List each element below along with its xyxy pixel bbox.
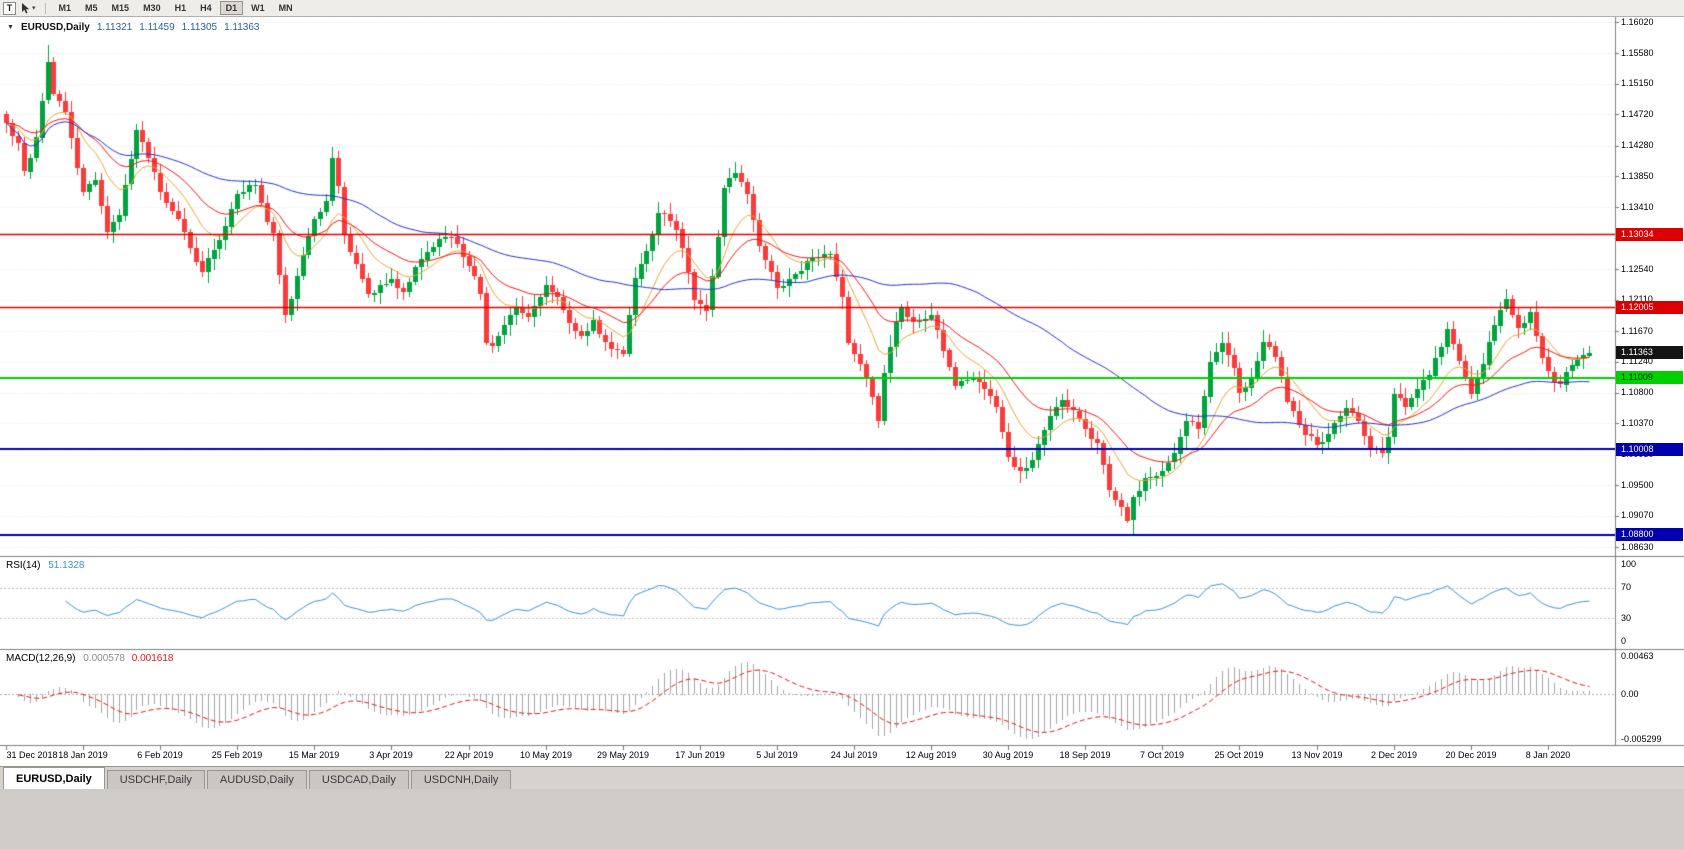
date-label: 31 Dec 2018	[6, 750, 58, 760]
price-level-badge: 1.08800	[1616, 528, 1683, 541]
date-label: 20 Dec 2019	[1445, 750, 1497, 760]
timeframe-d1[interactable]: D1	[219, 1, 244, 15]
cursor-icon	[22, 2, 30, 13]
timeframe-w1[interactable]: W1	[245, 1, 271, 15]
tab-usdcnh-daily[interactable]: USDCNH,Daily	[410, 770, 512, 789]
close-value: 1.11363	[224, 22, 260, 33]
timeframe-m15[interactable]: M15	[106, 1, 136, 15]
price-level-badge: 1.10008	[1616, 443, 1683, 456]
date-label: 6 Feb 2019	[137, 750, 183, 760]
timeframe-h4[interactable]: H4	[194, 1, 218, 15]
macd-indicator-label: MACD(12,26,9) 0.000578 0.001618	[6, 653, 173, 664]
date-label: 3 Apr 2019	[369, 750, 413, 760]
date-label: 22 Apr 2019	[444, 750, 494, 760]
symbol-tab-bar: EURUSD,Daily USDCHF,Daily AUDUSD,Daily USDC…	[0, 766, 1684, 789]
open-value: 1.11321	[96, 22, 133, 33]
date-label: 12 Aug 2019	[905, 750, 957, 760]
toolbar-separator	[44, 2, 46, 14]
chevron-down-icon: ▾	[32, 5, 36, 12]
price-tick-label: 1.13410	[1621, 201, 1654, 212]
rsi-value: 51.1328	[48, 560, 85, 571]
price-tick-label: 1.11670	[1621, 325, 1653, 336]
tab-usdcad-daily[interactable]: USDCAD,Daily	[308, 770, 409, 789]
price-tick-label: 1.13850	[1621, 170, 1654, 181]
price-tick-label: 1.16020	[1621, 16, 1654, 27]
rsi-indicator-label: RSI(14) 51.1328	[6, 560, 84, 571]
date-label: 30 Aug 2019	[982, 750, 1034, 760]
date-label: 18 Jan 2019	[58, 750, 108, 760]
price-tick-label: 1.14720	[1621, 108, 1654, 119]
price-tick-label: 1.15150	[1621, 78, 1654, 89]
crosshair-tool-button[interactable]: ▾	[19, 2, 38, 15]
current-price-badge: 1.11363	[1616, 346, 1683, 359]
macd-axis-label: -0.005299	[1621, 733, 1662, 744]
timeframe-m1[interactable]: M1	[53, 1, 78, 15]
macd-name: MACD(12,26,9)	[6, 653, 76, 664]
price-tick-label: 1.09070	[1621, 510, 1654, 521]
high-value: 1.11459	[139, 22, 175, 33]
chart-title: ▼ EURUSD,Daily 1.11321 1.11459 1.11305 1…	[7, 22, 259, 33]
toolbar: T ▾ M1 M5 M15 M30 H1 H4 D1 W1 MN	[0, 0, 1684, 17]
symbol-period-label: EURUSD,Daily	[20, 22, 90, 33]
date-label: 7 Oct 2019	[1139, 750, 1185, 760]
date-label: 24 Jul 2019	[830, 750, 878, 760]
text-tool-button[interactable]: T	[3, 1, 16, 15]
price-tick-label: 1.10800	[1621, 387, 1654, 398]
price-level-badge: 1.11009	[1616, 371, 1683, 384]
date-label: 8 Jan 2020	[1525, 750, 1571, 760]
price-tick-label: 1.11240	[1621, 356, 1653, 367]
rsi-axis-label: 70	[1621, 582, 1632, 593]
tab-audusd-daily[interactable]: AUDUSD,Daily	[206, 770, 307, 789]
macd-axis-label: 0.00463	[1621, 651, 1654, 661]
timeframe-m5[interactable]: M5	[79, 1, 104, 15]
tab-usdchf-daily[interactable]: USDCHF,Daily	[106, 770, 205, 789]
date-label: 2 Dec 2019	[1370, 750, 1418, 760]
timeframe-m30[interactable]: M30	[137, 1, 167, 15]
low-value: 1.11305	[181, 22, 218, 33]
macd-signal-value: 0.001618	[131, 653, 174, 664]
date-label: 10 May 2019	[519, 750, 573, 760]
macd-main-value: 0.000578	[83, 653, 125, 664]
date-label: 17 Jun 2019	[675, 750, 725, 760]
macd-axis-label: 0.00	[1621, 688, 1639, 699]
timeframe-h1[interactable]: H1	[169, 1, 193, 15]
price-tick-label: 1.15580	[1621, 47, 1654, 58]
price-chart-canvas[interactable]	[0, 17, 1684, 766]
price-tick-label: 1.12540	[1621, 263, 1654, 274]
rsi-axis-label: 0	[1621, 635, 1627, 646]
tab-eurusd-daily[interactable]: EURUSD,Daily	[3, 767, 105, 789]
price-tick-label: 1.14280	[1621, 140, 1654, 151]
price-tick-label: 1.09500	[1621, 479, 1654, 490]
timeframe-buttons: M1 M5 M15 M30 H1 H4 D1 W1 MN	[53, 1, 299, 15]
timeframe-mn[interactable]: MN	[273, 1, 299, 15]
date-label: 15 Mar 2019	[288, 750, 340, 760]
price-tick-label: 1.10370	[1621, 417, 1654, 428]
chart-window: ▼ EURUSD,Daily 1.11321 1.11459 1.11305 1…	[0, 17, 1684, 766]
date-label: 18 Sep 2019	[1059, 750, 1111, 760]
price-tick-label: 1.08630	[1621, 541, 1654, 552]
rsi-axis-label: 30	[1621, 612, 1632, 623]
collapse-arrow-icon: ▼	[7, 24, 14, 31]
date-label: 29 May 2019	[596, 750, 650, 760]
price-level-badge: 1.13034	[1616, 228, 1683, 241]
price-level-badge: 1.12005	[1616, 301, 1683, 314]
date-label: 25 Oct 2019	[1214, 750, 1264, 760]
price-tick-label: 1.12110	[1621, 294, 1653, 305]
date-label: 25 Feb 2019	[211, 750, 263, 760]
date-label: 5 Jul 2019	[756, 750, 798, 760]
rsi-axis-label: 100	[1621, 559, 1637, 570]
rsi-name: RSI(14)	[6, 560, 41, 571]
date-label: 13 Nov 2019	[1291, 750, 1343, 760]
